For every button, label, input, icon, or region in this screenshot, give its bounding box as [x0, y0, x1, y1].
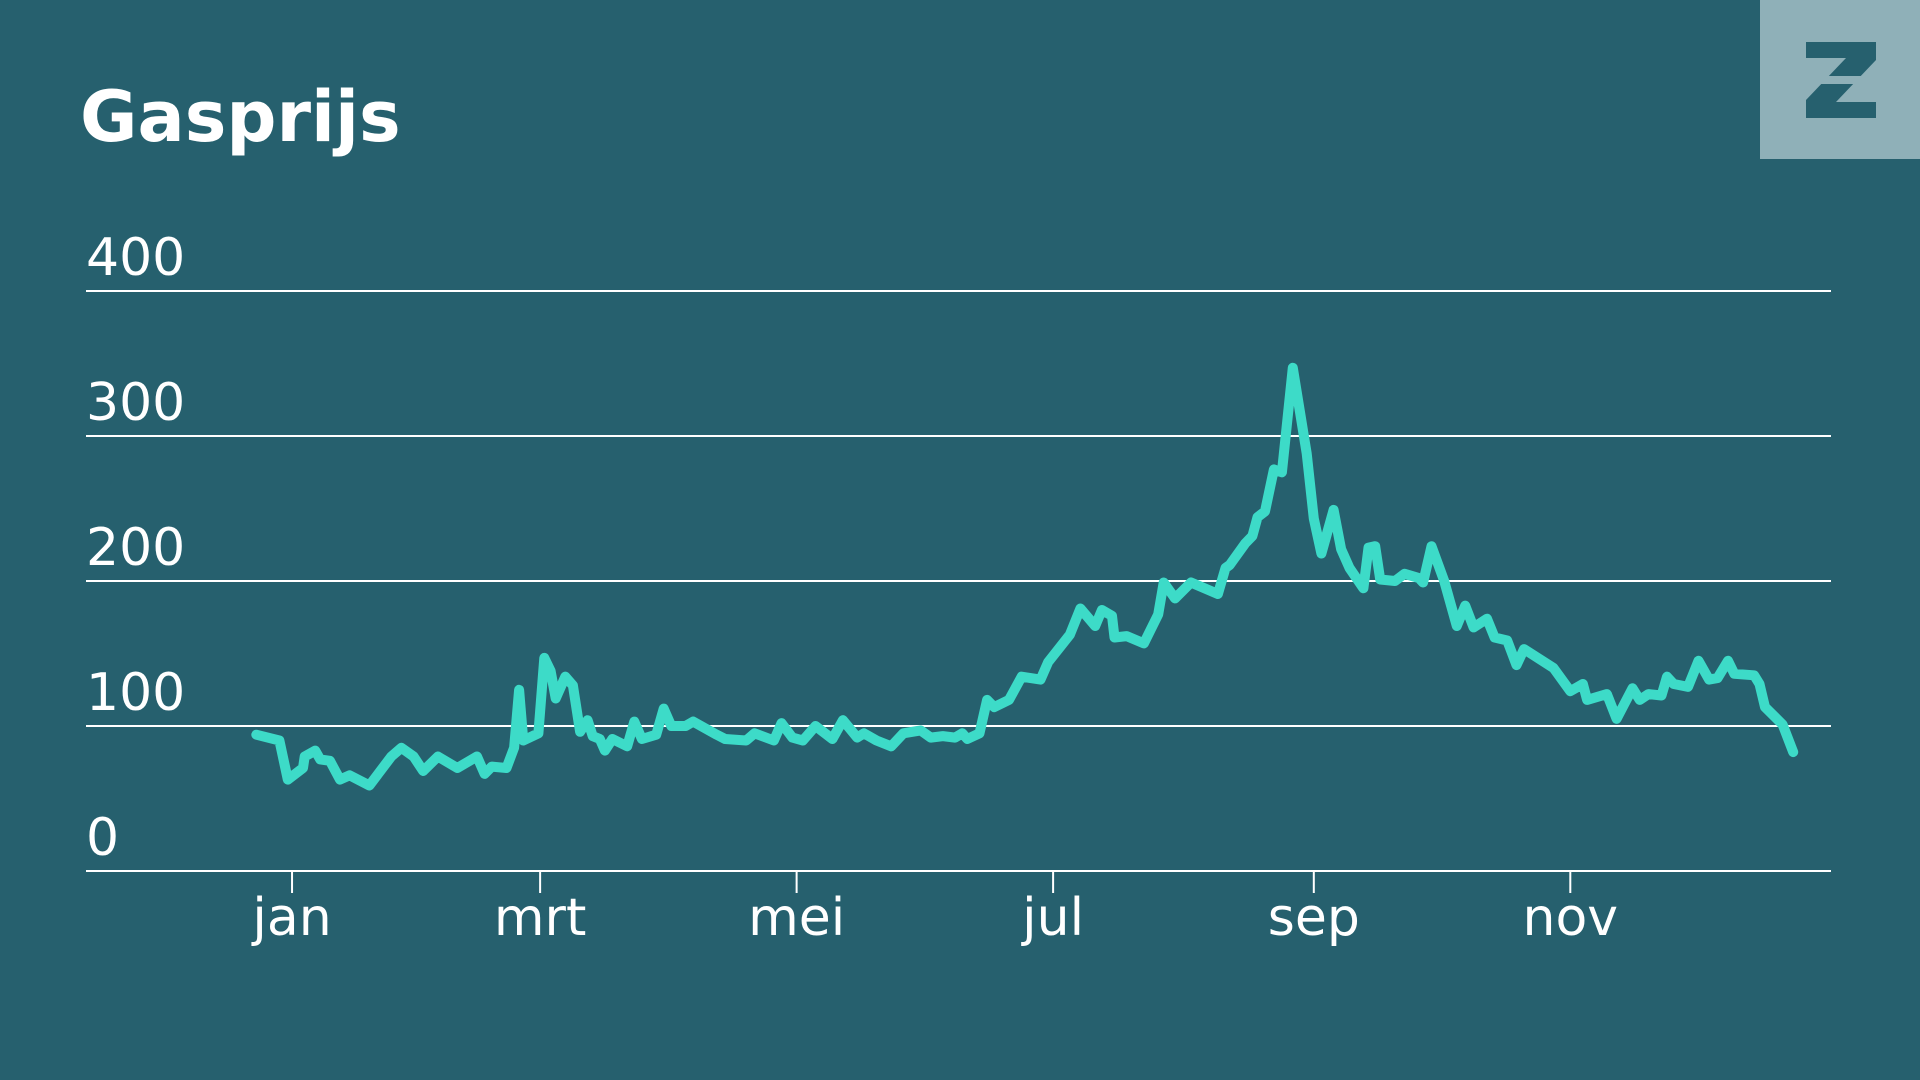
x-tick-label: mrt [494, 888, 586, 948]
x-tick-label: nov [1523, 888, 1619, 948]
y-tick-label: 300 [86, 373, 185, 433]
y-tick-label: 100 [86, 663, 185, 723]
x-tick-label: jan [251, 888, 331, 948]
chart-title: Gasprijs [80, 76, 401, 158]
y-tick-label: 200 [86, 518, 185, 578]
data-line [251, 362, 1799, 791]
x-tick-label: jul [1021, 888, 1084, 948]
x-tick-label: sep [1268, 888, 1360, 948]
y-tick-label: 400 [86, 228, 185, 288]
x-tick-label: mei [748, 888, 845, 948]
y-tick-label: 0 [86, 808, 119, 868]
logo [1804, 42, 1878, 118]
